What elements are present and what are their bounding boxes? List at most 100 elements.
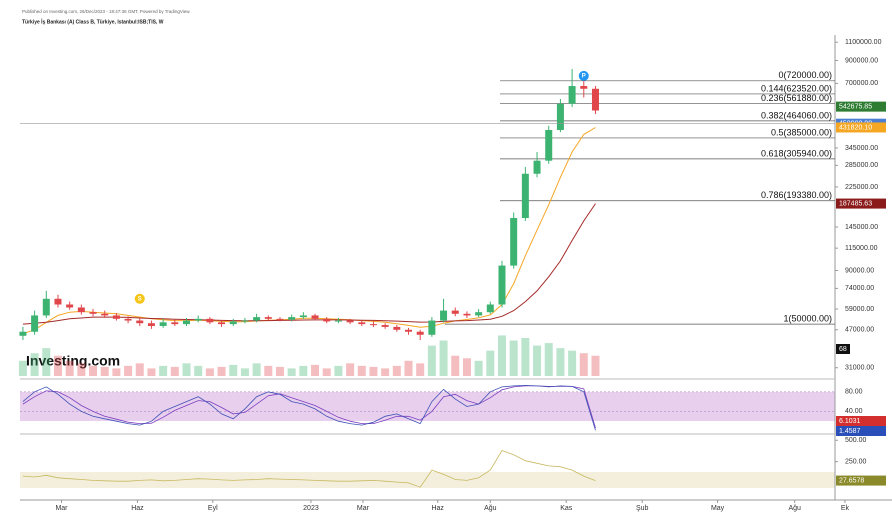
osc-tick-label: 80.00 xyxy=(845,389,863,396)
fib-label: 0.5(385000.00) xyxy=(771,127,832,137)
fib-label: 0.236(561880.00) xyxy=(761,93,832,103)
volume-bar xyxy=(53,355,62,376)
volume-bar xyxy=(486,350,495,376)
volume-bar xyxy=(217,366,226,376)
price-tag-label: 1.4587 xyxy=(839,428,861,435)
y-tick-label: 31000.00 xyxy=(845,365,874,372)
candle-body xyxy=(276,318,284,320)
header: Published on Investing.com, 26/Dec/2023 … xyxy=(22,9,191,14)
candle-body xyxy=(194,318,202,321)
volume-bar xyxy=(100,366,109,376)
x-tick-label: Ağu xyxy=(788,505,801,512)
candle-body xyxy=(358,322,366,325)
volume-bar xyxy=(30,353,39,376)
candle-body xyxy=(311,315,319,319)
volume-bar xyxy=(451,355,460,376)
volume-bar xyxy=(194,365,203,376)
volume-bar xyxy=(521,338,530,376)
y-tick-label: 345000.00 xyxy=(845,145,878,152)
volume-bar xyxy=(182,363,191,376)
candle-body xyxy=(264,317,272,319)
lower-band xyxy=(20,472,835,488)
volume-bar xyxy=(170,366,179,376)
fib-label: 0.618(305940.00) xyxy=(761,148,832,158)
volume-bar xyxy=(89,365,98,376)
volume-bar xyxy=(556,348,565,376)
volume-bar xyxy=(147,368,156,376)
candle-body xyxy=(591,88,599,111)
fib-label: 0.786(193380.00) xyxy=(761,190,832,200)
candle-body xyxy=(556,103,564,130)
candle-body xyxy=(171,322,179,325)
y-tick-label: 225000.00 xyxy=(845,184,878,191)
osc-tick-label: 40.00 xyxy=(845,408,863,415)
volume-bar xyxy=(392,365,401,376)
candle-body xyxy=(533,160,541,174)
header: Türkiye İş Bankası (A) Class B, Türkiye,… xyxy=(22,18,164,25)
candle-body xyxy=(510,218,518,266)
lower-line xyxy=(22,450,596,488)
volume-bar xyxy=(427,345,436,376)
volume-bar xyxy=(205,368,214,376)
lower-tick-label: 250.00 xyxy=(845,458,867,465)
volume-bar xyxy=(544,343,553,376)
fib-label: 0.382(464060.00) xyxy=(761,110,832,120)
volume-bar xyxy=(135,363,144,376)
volume-bar xyxy=(65,360,74,376)
candle-body xyxy=(206,318,214,323)
candle-body xyxy=(486,304,494,313)
y-tick-label: 74000.00 xyxy=(845,285,874,292)
x-tick-label: May xyxy=(711,505,725,512)
candle-body xyxy=(299,315,307,318)
candle-body xyxy=(66,304,74,308)
volume-bar xyxy=(568,350,577,376)
volume-bar xyxy=(275,366,284,376)
volume-bar xyxy=(252,363,261,376)
volume-bar xyxy=(229,364,238,376)
lower-tick-label: 500.00 xyxy=(845,437,867,444)
candle-body xyxy=(416,331,424,335)
candle-body xyxy=(369,324,377,326)
candle-body xyxy=(19,331,27,336)
x-tick-label: Ek xyxy=(841,505,850,512)
volume-bar xyxy=(322,368,331,376)
volume-bar xyxy=(357,365,366,376)
price-tag xyxy=(836,426,886,436)
y-tick-label: 900000.00 xyxy=(845,57,878,64)
logo: Investing.com xyxy=(26,353,120,369)
volume-bar xyxy=(159,365,168,376)
candle-body xyxy=(428,320,436,335)
x-tick-label: Ağu xyxy=(484,505,497,512)
volume-bar xyxy=(240,368,249,376)
volume-bar xyxy=(474,360,483,376)
candle-body xyxy=(183,320,191,325)
volume-bar xyxy=(404,360,413,376)
price-tag xyxy=(836,101,886,112)
event-marker-label: S xyxy=(138,296,142,302)
price-tag xyxy=(836,416,886,426)
volume-bar xyxy=(509,340,518,376)
y-tick-label: 59000.00 xyxy=(845,306,874,313)
x-tick-label: Mar xyxy=(357,505,370,512)
candle-body xyxy=(498,265,506,305)
candle-body xyxy=(42,298,50,316)
volume-bar xyxy=(287,368,296,376)
volume-bar xyxy=(533,345,542,376)
candle-body xyxy=(77,307,85,313)
candle-body xyxy=(545,129,553,161)
volume-bar xyxy=(334,365,343,376)
volume-bar xyxy=(264,365,273,376)
volume-bar xyxy=(381,368,390,376)
candle-body xyxy=(101,313,109,316)
fib-label: 0(720000.00) xyxy=(778,70,832,80)
candle-body xyxy=(521,173,529,219)
price-tag xyxy=(836,198,886,209)
volume-bar xyxy=(311,364,320,376)
y-tick-label: 145000.00 xyxy=(845,224,878,231)
candle-body xyxy=(463,313,471,316)
candle-body xyxy=(147,323,155,326)
y-tick-label: 115000.00 xyxy=(845,245,878,252)
candle-body xyxy=(440,310,448,321)
